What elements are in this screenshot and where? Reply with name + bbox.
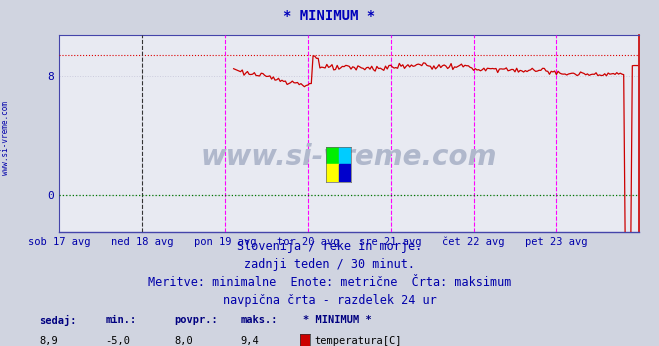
Text: navpična črta - razdelek 24 ur: navpična črta - razdelek 24 ur bbox=[223, 294, 436, 308]
Text: www.si-vreme.com: www.si-vreme.com bbox=[1, 101, 10, 175]
Bar bbox=[339, 164, 351, 182]
Text: 8,9: 8,9 bbox=[40, 336, 58, 346]
Text: Meritve: minimalne  Enote: metrične  Črta: maksimum: Meritve: minimalne Enote: metrične Črta:… bbox=[148, 276, 511, 290]
Text: -5,0: -5,0 bbox=[105, 336, 130, 346]
Text: Slovenija / reke in morje.: Slovenija / reke in morje. bbox=[237, 240, 422, 254]
Bar bbox=[326, 147, 339, 164]
Bar bbox=[339, 147, 351, 164]
Text: maks.:: maks.: bbox=[241, 315, 278, 325]
Text: min.:: min.: bbox=[105, 315, 136, 325]
Text: 8,0: 8,0 bbox=[175, 336, 193, 346]
Text: temperatura[C]: temperatura[C] bbox=[314, 336, 402, 346]
Bar bbox=[326, 164, 339, 182]
Text: povpr.:: povpr.: bbox=[175, 315, 218, 325]
Text: 9,4: 9,4 bbox=[241, 336, 259, 346]
Text: sedaj:: sedaj: bbox=[40, 315, 77, 326]
Text: * MINIMUM *: * MINIMUM * bbox=[283, 9, 376, 22]
Text: www.si-vreme.com: www.si-vreme.com bbox=[201, 143, 498, 171]
Text: * MINIMUM *: * MINIMUM * bbox=[303, 315, 372, 325]
Text: zadnji teden / 30 minut.: zadnji teden / 30 minut. bbox=[244, 258, 415, 272]
